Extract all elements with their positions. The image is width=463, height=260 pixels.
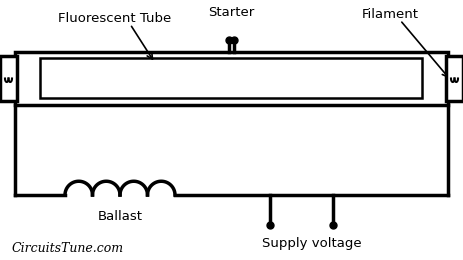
Text: Ballast: Ballast (98, 211, 143, 224)
Bar (40, 58, 422, 98)
Text: Supply voltage: Supply voltage (262, 237, 361, 250)
Bar (446, 56, 463, 101)
Text: Filament: Filament (362, 8, 419, 21)
Bar (0, 56, 17, 101)
Bar (15, 52, 448, 105)
Text: Fluorescent Tube: Fluorescent Tube (58, 11, 172, 24)
Text: Starter: Starter (208, 5, 254, 18)
Text: CircuitsTune.com: CircuitsTune.com (12, 242, 124, 255)
